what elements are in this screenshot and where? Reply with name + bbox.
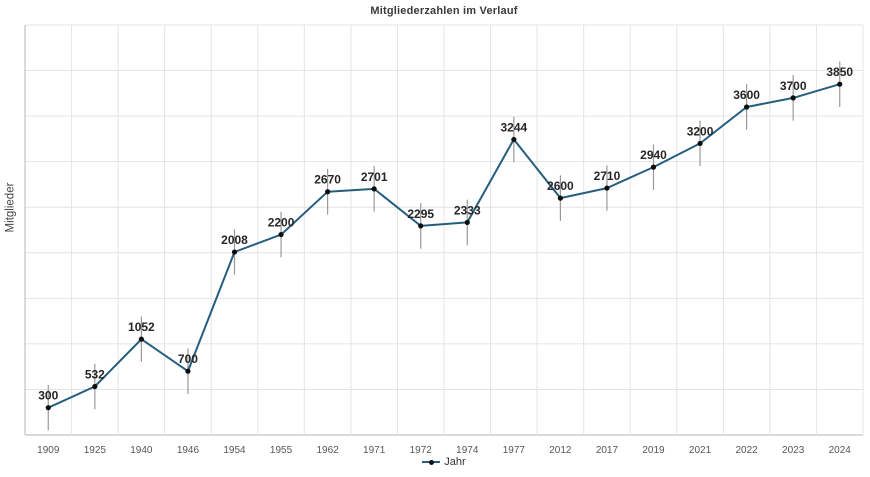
x-tick-label: 2019: [642, 445, 665, 456]
x-tick-label: 1940: [130, 445, 153, 456]
data-point: [557, 195, 563, 201]
x-tick-label: 1946: [177, 445, 200, 456]
data-point: [138, 336, 144, 342]
data-point-label: 3850: [826, 65, 853, 79]
x-tick-label: 2021: [689, 445, 712, 456]
legend: Jahr: [25, 456, 863, 468]
data-point-label: 3200: [687, 124, 714, 138]
data-point: [511, 136, 517, 143]
x-tick-label: 1977: [503, 445, 526, 456]
chart-title: Mitgliederzahlen im Verlauf: [370, 5, 518, 17]
data-point: [278, 231, 284, 238]
series-line: [47, 83, 840, 409]
legend-line-marker-icon: [422, 458, 441, 467]
data-point-label: 3700: [780, 79, 807, 93]
x-tick-label: 1955: [270, 445, 293, 456]
data-point: [231, 249, 238, 255]
data-point: [790, 95, 796, 101]
x-tick-label: 1954: [223, 445, 246, 456]
data-point: [650, 164, 657, 170]
data-point: [837, 81, 843, 87]
data-point-label: 2670: [314, 173, 341, 187]
x-tick-label: 2017: [596, 445, 619, 456]
x-tick-label: 2024: [829, 445, 852, 456]
data-point: [371, 186, 377, 192]
x-tick-label: 1974: [456, 445, 479, 456]
data-point: [464, 219, 470, 226]
x-tick-label: 2023: [782, 445, 805, 456]
data-point-label: 300: [38, 389, 58, 403]
x-tick-label: 1972: [410, 445, 433, 456]
data-point-label: 3600: [733, 88, 760, 102]
data-point: [325, 189, 331, 195]
data-point-label: 3244: [500, 120, 527, 134]
data-point: [418, 223, 424, 229]
x-tick-label: 1925: [84, 445, 107, 456]
data-point: [744, 104, 750, 110]
x-tick-label: 1971: [363, 445, 386, 456]
data-point-label: 532: [85, 368, 105, 382]
data-point-label: 2701: [361, 170, 388, 184]
x-tick-label: 2022: [735, 445, 758, 456]
data-point-label: 2200: [268, 216, 295, 230]
data-point-label: 2295: [407, 207, 434, 221]
data-point: [604, 185, 610, 191]
x-tick-label: 2012: [549, 445, 572, 456]
data-point-label: 2333: [454, 203, 481, 217]
x-tick-label: 1909: [37, 445, 60, 456]
data-point-label: 700: [178, 352, 198, 366]
data-point-label: 1052: [128, 320, 155, 334]
x-tick-label: 1962: [316, 445, 339, 456]
data-point-label: 2008: [221, 233, 248, 247]
legend-label: Jahr: [444, 456, 466, 468]
data-point-label: 2600: [547, 179, 574, 193]
data-point: [697, 140, 703, 147]
data-point: [92, 383, 98, 390]
data-point-label: 2710: [594, 169, 621, 183]
data-point: [185, 368, 191, 374]
data-point-label: 2940: [640, 148, 667, 162]
data-point: [45, 405, 51, 411]
legend-dot: [428, 459, 434, 465]
